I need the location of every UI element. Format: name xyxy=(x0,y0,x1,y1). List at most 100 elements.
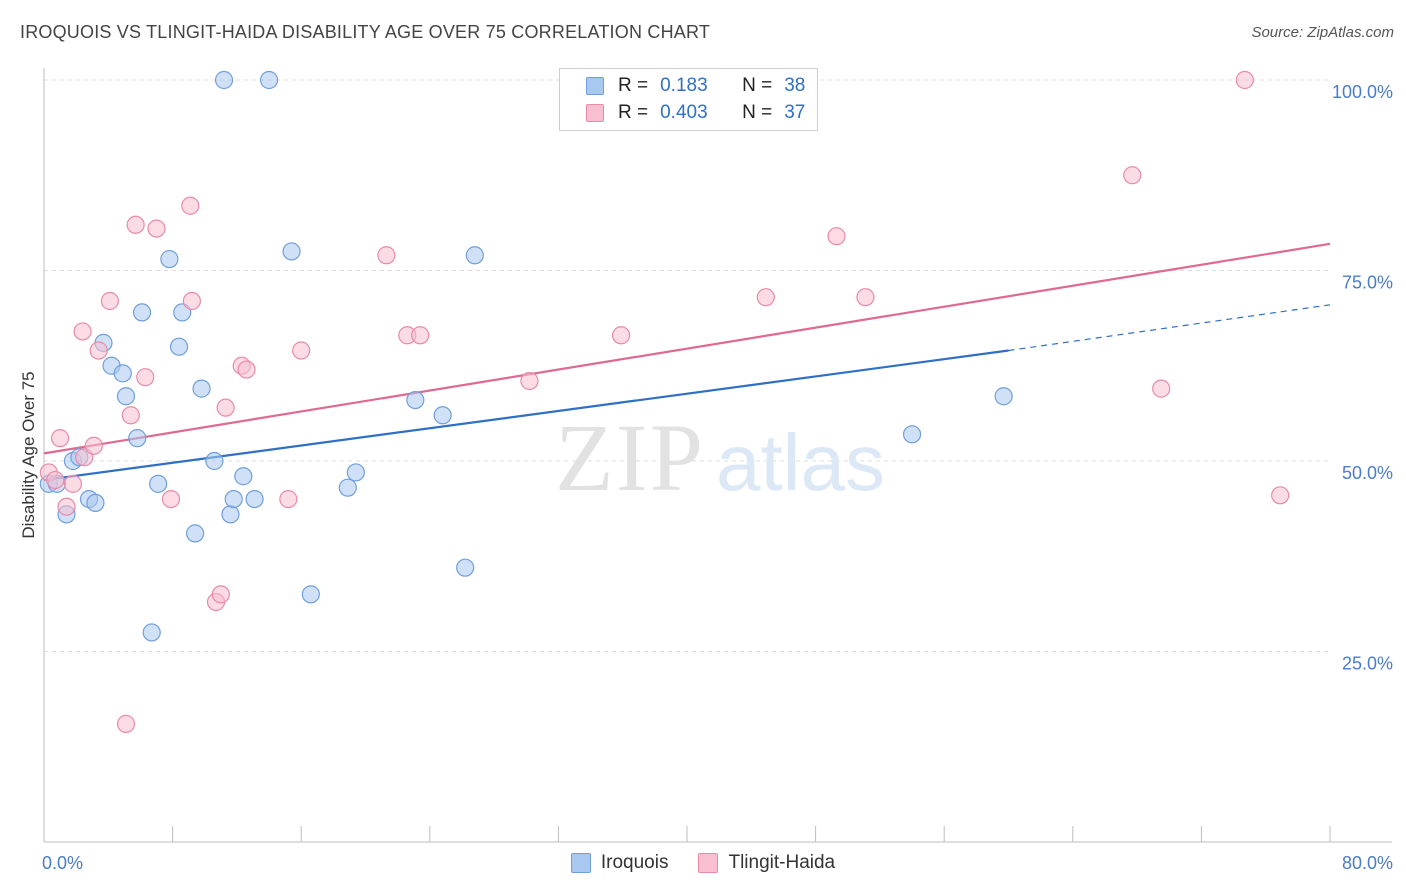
point-tlingit-haida xyxy=(279,490,298,509)
series-swatch-iroquois xyxy=(570,853,591,873)
point-tlingit-haida xyxy=(292,341,311,360)
point-tlingit-haida xyxy=(182,291,201,311)
point-tlingit-haida xyxy=(116,714,136,733)
y-tick-label: 50.0% xyxy=(1342,463,1393,483)
legend-r-value: 0.403 xyxy=(660,102,708,123)
point-iroquois xyxy=(301,585,320,604)
point-iroquois xyxy=(902,425,922,444)
point-iroquois xyxy=(245,490,264,509)
point-iroquois xyxy=(142,623,161,642)
stats-legend: R = 0.183 N = 38 R = 0.403 N = 37 xyxy=(559,68,818,131)
legend-n-label: N = xyxy=(742,75,773,96)
legend-r-label: R = xyxy=(618,75,649,96)
y-tick-label: 25.0% xyxy=(1342,654,1393,674)
point-iroquois xyxy=(205,451,224,471)
axes xyxy=(43,68,1392,843)
chart-title: IROQUOIS VS TLINGIT-HAIDA DISABILITY AGE… xyxy=(20,22,711,42)
point-iroquois xyxy=(282,242,301,261)
point-tlingit-haida xyxy=(57,497,76,516)
x-tick-label-min: 0.0% xyxy=(42,853,83,873)
point-tlingit-haida xyxy=(50,429,70,448)
series-legend: Iroquois Tlingit-Haida xyxy=(0,852,1406,874)
point-iroquois xyxy=(149,474,168,493)
point-iroquois xyxy=(221,505,240,524)
point-tlingit-haida xyxy=(89,341,108,360)
y-tick-label: 75.0% xyxy=(1342,273,1393,293)
point-tlingit-haida xyxy=(121,406,140,425)
legend-r-value: 0.183 xyxy=(660,75,708,96)
point-tlingit-haida xyxy=(611,326,631,345)
point-iroquois xyxy=(259,70,279,90)
point-iroquois xyxy=(132,303,152,322)
point-tlingit-haida xyxy=(756,288,775,307)
x-tick-label-max: 80.0% xyxy=(1342,853,1393,873)
legend-row-tlingit-haida: R = 0.403 N = 37 xyxy=(586,100,805,126)
legend-n-value: 38 xyxy=(784,75,806,96)
source-credit: Source: ZipAtlas.com xyxy=(1251,24,1394,41)
point-tlingit-haida xyxy=(181,196,200,215)
point-tlingit-haida xyxy=(827,227,846,246)
point-iroquois xyxy=(214,70,234,90)
tick-labels: 25.0% 50.0% 75.0% 100.0% 0.0% 80.0% xyxy=(42,82,1393,873)
point-iroquois xyxy=(234,467,253,486)
point-iroquois xyxy=(338,478,357,497)
legend-swatch-iroquois xyxy=(586,77,604,95)
trend-line-iroquois xyxy=(43,349,1009,482)
point-iroquois xyxy=(465,246,484,265)
point-iroquois xyxy=(116,387,136,406)
point-tlingit-haida xyxy=(136,368,155,387)
point-iroquois xyxy=(186,524,205,543)
point-iroquois xyxy=(994,387,1013,406)
point-tlingit-haida xyxy=(211,585,230,604)
point-tlingit-haida xyxy=(147,219,166,238)
point-tlingit-haida xyxy=(856,288,875,307)
point-iroquois xyxy=(406,390,425,410)
legend-n-label: N = xyxy=(742,102,773,123)
series-swatch-tlingit-haida xyxy=(698,853,719,873)
point-tlingit-haida xyxy=(216,398,235,417)
watermark-atlas: atlas xyxy=(716,418,885,507)
point-tlingit-haida xyxy=(46,470,65,490)
point-iroquois xyxy=(192,379,211,398)
point-tlingit-haida xyxy=(237,360,256,379)
point-iroquois xyxy=(86,493,105,513)
legend-r-label: R = xyxy=(618,102,649,123)
legend-n-value: 37 xyxy=(784,102,806,123)
y-axis-label: Disability Age Over 75 xyxy=(19,371,38,538)
series-legend-item-iroquois: Iroquois xyxy=(570,852,669,874)
point-tlingit-haida xyxy=(126,215,145,234)
point-iroquois xyxy=(128,429,147,448)
point-iroquois xyxy=(224,490,243,509)
trend-line-tlingit-haida xyxy=(43,242,1331,455)
legend-swatch-tlingit-haida xyxy=(586,104,604,122)
trend-line-extension xyxy=(1008,304,1331,352)
point-iroquois xyxy=(169,337,189,356)
point-tlingit-haida xyxy=(63,474,83,493)
point-tlingit-haida xyxy=(377,246,396,265)
point-tlingit-haida xyxy=(1152,379,1171,398)
point-tlingit-haida xyxy=(100,291,120,311)
point-iroquois xyxy=(456,558,475,577)
point-tlingit-haida xyxy=(1123,166,1142,185)
point-tlingit-haida xyxy=(411,326,430,345)
point-tlingit-haida xyxy=(73,322,92,341)
point-tlingit-haida xyxy=(1271,486,1290,505)
point-iroquois xyxy=(160,249,179,269)
series-label-tlingit-haida: Tlingit-Haida xyxy=(728,852,836,873)
point-iroquois xyxy=(433,406,452,425)
point-tlingit-haida xyxy=(84,436,103,455)
series-label-iroquois: Iroquois xyxy=(600,852,669,873)
point-iroquois xyxy=(113,364,132,383)
point-tlingit-haida xyxy=(1235,70,1254,90)
legend-row-iroquois: R = 0.183 N = 38 xyxy=(586,73,805,99)
point-iroquois xyxy=(346,463,365,482)
point-tlingit-haida xyxy=(161,490,181,509)
data-points xyxy=(39,70,1290,733)
y-tick-label: 100.0% xyxy=(1332,82,1393,102)
watermark-zip: ZIP xyxy=(555,404,705,511)
trend-lines xyxy=(43,242,1331,482)
point-tlingit-haida xyxy=(520,371,539,391)
watermark: ZIP atlas xyxy=(555,404,885,511)
series-legend-item-tlingit-haida: Tlingit-Haida xyxy=(698,852,835,874)
